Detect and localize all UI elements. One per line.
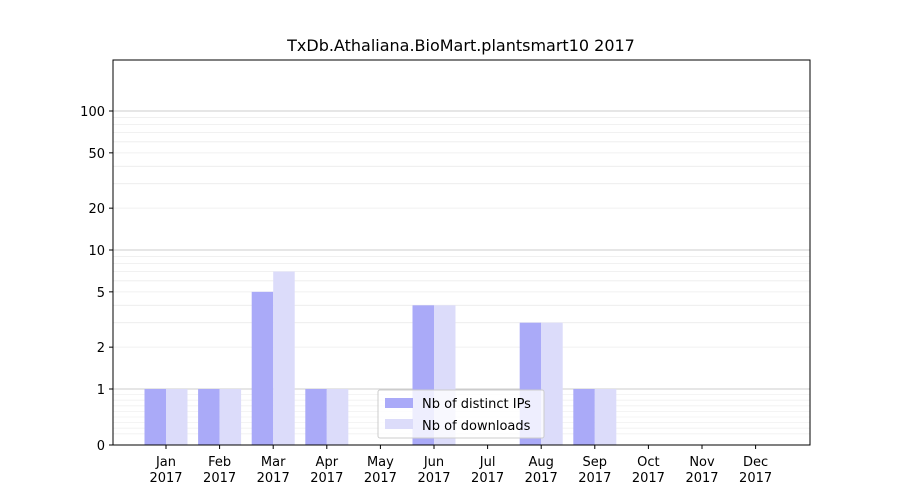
x-tick-label-month: Sep — [583, 455, 608, 470]
x-tick-label-year: 2017 — [685, 471, 718, 486]
legend-label-distinct-ips: Nb of distinct IPs — [422, 397, 531, 412]
legend-swatch-downloads — [385, 419, 413, 429]
x-tick-label-year: 2017 — [471, 471, 504, 486]
y-tick-label: 20 — [88, 202, 105, 217]
y-tick-label: 10 — [88, 244, 105, 259]
bar-distinct-ips — [144, 389, 166, 445]
bar-distinct-ips — [573, 389, 595, 445]
legend: Nb of distinct IPs Nb of downloads — [377, 389, 545, 439]
x-tick-label-year: 2017 — [525, 471, 558, 486]
x-axis: Jan2017Feb2017Mar2017Apr2017May2017Jun20… — [149, 445, 772, 486]
x-tick-label-month: Nov — [689, 455, 715, 470]
x-tick-label-month: Aug — [529, 455, 554, 470]
y-axis: 0 1 2 5 10 20 50 100 — [80, 105, 113, 454]
x-tick-label-year: 2017 — [739, 471, 772, 486]
legend-label-downloads: Nb of downloads — [422, 419, 531, 434]
y-tick-label: 100 — [80, 105, 105, 120]
bar-downloads — [326, 389, 349, 445]
y-tick-label: 50 — [88, 147, 105, 162]
x-tick-label-month: Mar — [261, 455, 286, 470]
x-tick-label-month: Jan — [155, 455, 176, 470]
y-tick-label: 2 — [97, 341, 105, 356]
bar-downloads — [166, 389, 188, 445]
x-tick-label-year: 2017 — [310, 471, 343, 486]
legend-box — [377, 389, 545, 439]
x-tick-label-month: Jul — [479, 455, 496, 470]
x-tick-label-year: 2017 — [578, 471, 611, 486]
x-tick-label-month: Feb — [208, 455, 231, 470]
x-tick-label-month: Oct — [637, 455, 659, 470]
bar-distinct-ips — [251, 291, 274, 445]
x-tick-label-month: May — [367, 455, 394, 470]
bar-downloads — [273, 271, 295, 445]
x-tick-label-month: Apr — [316, 455, 339, 470]
bar-distinct-ips — [198, 389, 220, 445]
x-tick-label-month: Jun — [423, 455, 444, 470]
bar-distinct-ips — [305, 389, 327, 445]
legend-swatch-distinct-ips — [385, 398, 413, 408]
x-tick-label-year: 2017 — [257, 471, 290, 486]
bar-downloads — [541, 322, 563, 445]
x-tick-label-year: 2017 — [203, 471, 236, 486]
x-tick-label-year: 2017 — [632, 471, 665, 486]
chart-title: TxDb.Athaliana.BioMart.plantsmart10 2017 — [286, 36, 635, 55]
bar-downloads — [594, 389, 617, 445]
x-tick-label-month: Dec — [743, 455, 768, 470]
x-tick-label-year: 2017 — [149, 471, 182, 486]
x-tick-label-year: 2017 — [364, 471, 397, 486]
y-tick-label: 1 — [97, 383, 105, 398]
x-tick-label-year: 2017 — [417, 471, 450, 486]
y-tick-label: 0 — [97, 439, 105, 454]
bar-downloads — [219, 389, 242, 445]
plot-frame — [112, 59, 811, 446]
grid-layer — [113, 110, 810, 435]
y-tick-label: 5 — [97, 286, 105, 301]
